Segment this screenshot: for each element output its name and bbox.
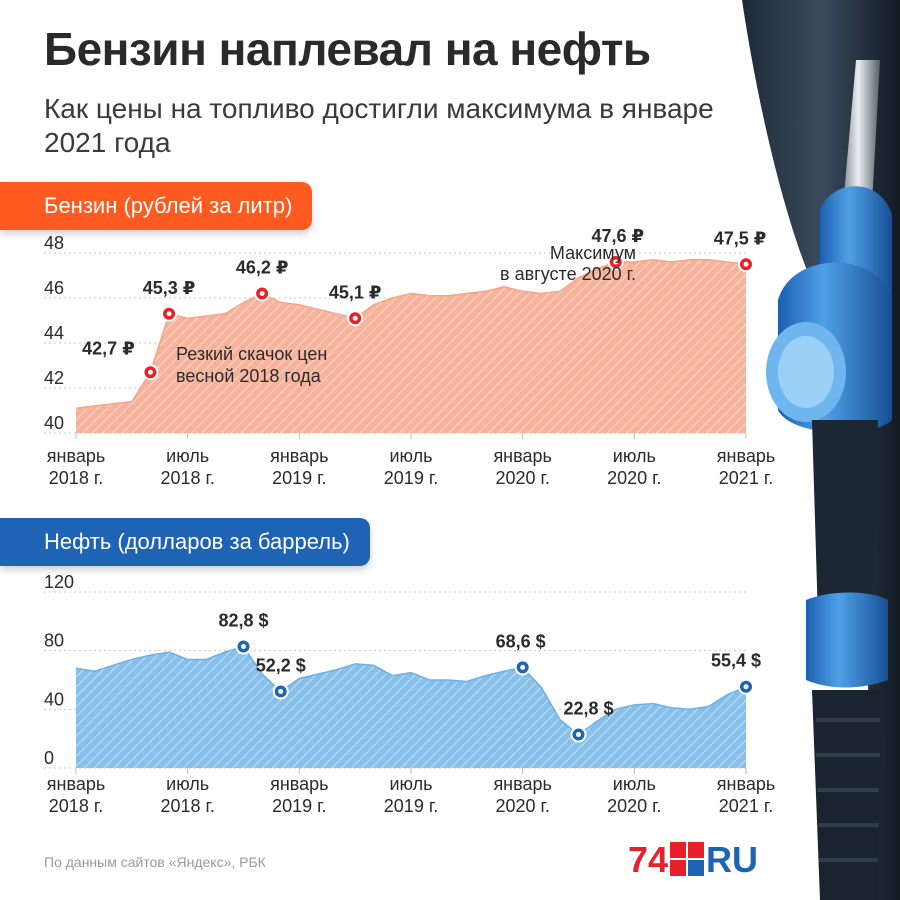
oil-x-tick-label: январь bbox=[47, 774, 105, 794]
oil-x-tick-label: 2019 г. bbox=[384, 796, 438, 816]
fuel-x-tick-label: июль bbox=[613, 446, 656, 466]
fuel-annotations: Резкий скачок цен весной 2018 года Макси… bbox=[176, 243, 636, 386]
fuel-point-marker-center bbox=[259, 291, 265, 296]
oil-point-label: 55,4 $ bbox=[711, 651, 761, 671]
oil-x-tick-label: январь bbox=[493, 774, 551, 794]
oil-y-tick-label: 120 bbox=[44, 572, 74, 592]
oil-x-tick-label: 2019 г. bbox=[272, 796, 326, 816]
fuel-x-tick-label: 2019 г. bbox=[384, 468, 438, 488]
oil-x-tick-label: январь bbox=[270, 774, 328, 794]
oil-point-marker-center bbox=[278, 688, 284, 694]
oil-point-markers: 82,8 $ 52,2 $ 68,6 $ 22,8 $ 55,4 $ bbox=[218, 611, 761, 743]
oil-point-label: 52,2 $ bbox=[256, 655, 306, 675]
fuel-point-marker-center bbox=[147, 369, 153, 375]
fuel-x-tick-label: 2020 г. bbox=[495, 468, 549, 488]
oil-point-label: 68,6 $ bbox=[496, 631, 546, 651]
fuel-point-label: 47,5 ₽ bbox=[714, 228, 767, 248]
logo-mark-icon bbox=[670, 842, 705, 876]
annotation-max-line2: в августе 2020 г. bbox=[500, 264, 636, 284]
oil-point-label: 22,8 $ bbox=[563, 699, 613, 719]
fuel-x-tick-label: январь bbox=[493, 446, 551, 466]
fuel-x-tick-label: июль bbox=[166, 446, 209, 466]
fuel-x-tick-label: 2019 г. bbox=[272, 468, 326, 488]
fuel-x-tick-label: 2018 г. bbox=[160, 468, 214, 488]
fuel-point-marker-center bbox=[352, 315, 358, 321]
oil-y-tick-label: 40 bbox=[44, 689, 64, 709]
oil-x-tick-label: июль bbox=[389, 774, 432, 794]
oil-y-tick-label: 0 bbox=[44, 748, 54, 768]
fuel-point-label: 45,3 ₽ bbox=[143, 278, 196, 298]
source-note: По данным сайтов «Яндекс», РБК bbox=[44, 854, 266, 870]
oil-chart-title: Нефть (долларов за баррель) bbox=[0, 518, 370, 566]
fuel-x-tick-label: 2021 г. bbox=[719, 468, 773, 488]
oil-x-tick-label: 2021 г. bbox=[719, 796, 773, 816]
oil-point-marker-center bbox=[576, 732, 581, 738]
site-logo[interactable]: 74 RU bbox=[628, 840, 758, 880]
oil-y-tick-label: 80 bbox=[44, 631, 64, 651]
oil-point-label: 82,8 $ bbox=[218, 611, 268, 631]
logo-number: 74 bbox=[628, 839, 669, 880]
fuel-point-label: 45,1 ₽ bbox=[329, 282, 382, 302]
oil-x-tick-label: июль bbox=[613, 774, 656, 794]
fuel-point-label: 42,7 ₽ bbox=[82, 338, 135, 358]
oil-x-tick-label: июль bbox=[166, 774, 209, 794]
fuel-chart-title: Бензин (рублей за литр) bbox=[0, 182, 313, 230]
oil-x-tick-label: 2018 г. bbox=[49, 796, 103, 816]
fuel-y-tick-label: 44 bbox=[44, 323, 64, 343]
annotation-jump-line2: весной 2018 года bbox=[176, 366, 322, 386]
oil-area bbox=[76, 646, 746, 768]
oil-x-tick-label: январь bbox=[717, 774, 775, 794]
fuel-point-label: 47,6 ₽ bbox=[591, 226, 644, 246]
page-title: Бензин наплевал на нефть bbox=[44, 23, 651, 75]
annotation-jump-line1: Резкий скачок цен bbox=[176, 344, 327, 364]
fuel-x-tick-label: январь bbox=[270, 446, 328, 466]
fuel-x-tick-label: июль bbox=[389, 446, 432, 466]
oil-x-tick-label: 2020 г. bbox=[495, 796, 549, 816]
oil-x-tick-label: 2018 г. bbox=[160, 796, 214, 816]
fuel-point-marker-center bbox=[743, 261, 749, 267]
fuel-nozzle-illustration bbox=[742, 0, 900, 900]
fuel-point-marker-center bbox=[613, 259, 619, 265]
oil-point-marker-center bbox=[241, 644, 246, 650]
fuel-x-tick-label: 2018 г. bbox=[49, 468, 103, 488]
fuel-x-tick-label: 2020 г. bbox=[607, 468, 661, 488]
fuel-point-markers: 42,7 ₽ 45,3 ₽ 46,2 ₽ 45,1 ₽ 47,6 ₽ 47,5 ₽ bbox=[82, 226, 767, 381]
oil-x-tick-label: 2020 г. bbox=[607, 796, 661, 816]
oil-line bbox=[75, 645, 747, 736]
logo-suffix: RU bbox=[706, 839, 759, 880]
fuel-y-tick-label: 48 bbox=[44, 233, 64, 253]
fuel-x-tick-label: январь bbox=[717, 446, 775, 466]
page-subtitle: Как цены на топливо достигли максимума в… bbox=[44, 93, 714, 158]
annotation-max-line1: Максимум bbox=[550, 243, 636, 263]
fuel-y-axis: 40 42 44 46 48 bbox=[44, 233, 64, 433]
oil-point-marker-center bbox=[520, 664, 526, 670]
fuel-y-tick-label: 46 bbox=[44, 278, 64, 298]
oil-y-axis: 0 40 80 120 bbox=[44, 572, 74, 768]
fuel-y-tick-label: 42 bbox=[44, 368, 64, 388]
oil-point-marker-center bbox=[743, 684, 749, 690]
fuel-line bbox=[75, 258, 747, 409]
fuel-y-tick-label: 40 bbox=[44, 413, 64, 433]
fuel-x-tick-label: январь bbox=[47, 446, 105, 466]
fuel-point-label: 46,2 ₽ bbox=[236, 258, 289, 278]
fuel-point-marker-center bbox=[166, 311, 172, 317]
